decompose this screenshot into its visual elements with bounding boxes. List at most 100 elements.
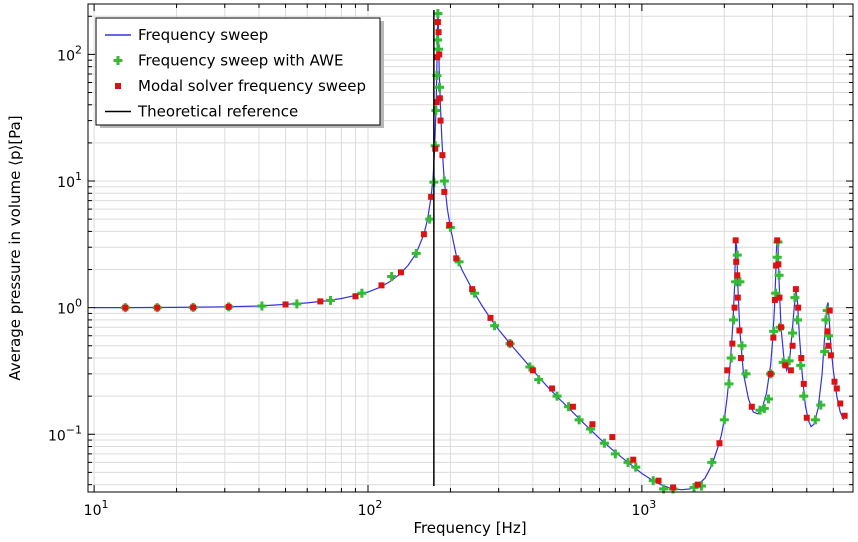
awe-point xyxy=(696,481,706,491)
plus-bar-v xyxy=(428,214,432,224)
modal-point xyxy=(655,477,662,484)
modal-point xyxy=(789,342,796,349)
plus-bar-v xyxy=(329,295,333,305)
plus-bar-v xyxy=(437,44,441,54)
awe-point xyxy=(689,482,699,492)
plus-bar-v xyxy=(762,403,766,413)
modal-point xyxy=(827,352,834,359)
modal-point xyxy=(733,258,740,265)
plus-bar-v xyxy=(758,405,762,415)
awe-point xyxy=(816,400,826,410)
plus-bar-v xyxy=(781,357,785,367)
awe-point xyxy=(435,82,445,92)
awe-point xyxy=(659,484,669,494)
plus-bar-v xyxy=(116,56,120,65)
plus-bar-v xyxy=(567,402,571,412)
plus-bar-v xyxy=(731,315,735,325)
modal-point xyxy=(731,304,738,311)
plus-bar-v xyxy=(414,248,418,258)
legend-label: Modal solver frequency sweep xyxy=(138,77,366,95)
plus-bar-v xyxy=(442,176,446,186)
awe-point xyxy=(741,369,751,379)
modal-point xyxy=(529,367,536,374)
awe-point xyxy=(755,405,765,415)
plus-bar-v xyxy=(435,71,439,81)
axis-ticks: 101 102 103 10−1 100 101 102 xyxy=(48,4,853,519)
awe-point xyxy=(790,293,800,303)
modal-point xyxy=(589,421,596,428)
awe-point xyxy=(735,277,745,287)
modal-point xyxy=(378,282,385,289)
plus-bar-v xyxy=(602,438,606,448)
modal-point xyxy=(767,370,774,377)
awe-point xyxy=(774,270,784,280)
plot-frame xyxy=(87,3,854,493)
modal-point xyxy=(317,298,324,305)
x-tick-label: 102 xyxy=(358,498,383,519)
awe-point xyxy=(425,214,435,224)
awe-point xyxy=(823,331,833,341)
legend-box xyxy=(95,17,381,126)
plus-bar-v xyxy=(528,362,532,372)
modal-point xyxy=(441,188,448,195)
modal-point xyxy=(487,314,494,321)
modal-point xyxy=(549,385,556,392)
modal-point xyxy=(420,231,427,238)
y-tick-label: 101 xyxy=(57,170,82,191)
plus-bar-v xyxy=(767,394,771,404)
modal-point xyxy=(225,303,232,310)
modal-point xyxy=(795,304,802,311)
modal-point xyxy=(434,19,441,26)
awe-point xyxy=(821,315,831,325)
plus-bar-v xyxy=(774,288,778,298)
plus-bar-v xyxy=(775,252,779,262)
modal-point xyxy=(824,328,831,335)
x-tick-label: 101 xyxy=(84,498,109,519)
plus-bar-v xyxy=(651,476,655,486)
awe-point xyxy=(454,257,464,267)
y-tick-label: 10−1 xyxy=(48,423,82,444)
awe-point xyxy=(431,106,441,116)
awe-point xyxy=(534,375,544,385)
modal-point xyxy=(837,400,844,407)
plus-bar-v xyxy=(390,272,394,282)
plus-bar-v xyxy=(260,301,264,311)
plus-bar-v xyxy=(787,356,791,366)
awe-point xyxy=(490,321,500,331)
plus-bar-v xyxy=(438,82,442,92)
modal-point xyxy=(774,237,781,244)
awe-point xyxy=(599,438,609,448)
modal-point xyxy=(432,145,439,152)
awe-point xyxy=(810,415,820,425)
awe-point xyxy=(387,272,397,282)
modal-point xyxy=(190,304,197,311)
plus-bar-v xyxy=(473,288,477,298)
awe-point xyxy=(737,341,747,351)
plus-bar-v xyxy=(826,331,830,341)
plus-bar-v xyxy=(791,328,795,338)
awe-point xyxy=(788,328,798,338)
awe-point xyxy=(586,424,596,434)
awe-point xyxy=(764,394,774,404)
modal-point xyxy=(569,403,576,410)
plus-bar-v xyxy=(735,250,739,260)
modal-point xyxy=(435,29,442,36)
awe-point xyxy=(432,71,442,81)
modal-point xyxy=(436,95,443,102)
plus-bar-v xyxy=(824,315,828,325)
legend: Frequency sweep Frequency sweep with AWE M… xyxy=(95,17,384,128)
plus-bar-v xyxy=(493,321,497,331)
plus-bar-v xyxy=(634,462,638,472)
modal-point xyxy=(803,414,810,421)
plus-bar-v xyxy=(819,400,823,410)
modal-point xyxy=(398,269,405,276)
awe-point xyxy=(357,288,367,298)
modal-point xyxy=(446,221,453,228)
modal-point xyxy=(694,481,701,488)
modal-point xyxy=(154,304,161,311)
plus-bar-v xyxy=(729,353,733,363)
plus-bar-v xyxy=(772,326,776,336)
plus-bar-v xyxy=(777,270,781,280)
modal-point xyxy=(771,296,778,303)
